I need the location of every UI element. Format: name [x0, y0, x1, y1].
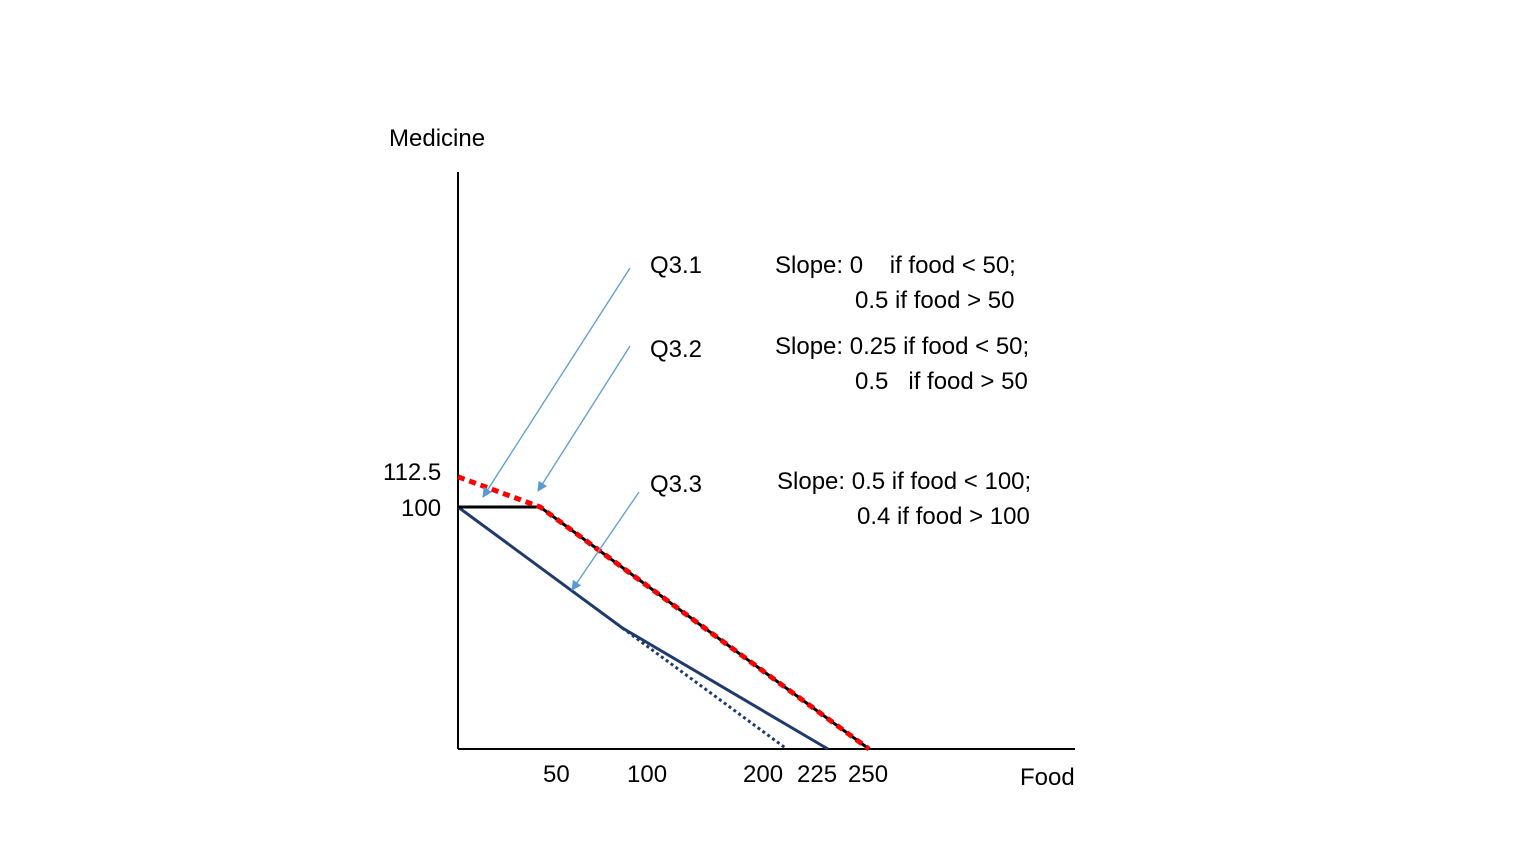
y-axis-label: Medicine [389, 125, 485, 152]
q3-1-slope-line-2: 0.5 if food > 50 [855, 287, 1014, 314]
q3-3-label: Q3.3 [650, 471, 702, 498]
x-tick-label: 50 [543, 761, 570, 788]
y-tick-label: 112.5 [383, 459, 441, 486]
x-tick-label: 200 [743, 761, 783, 788]
q3-1-budget-line [458, 505, 870, 751]
q3-3-slope-line-2: 0.4 if food > 100 [857, 503, 1030, 530]
q3-3-budget-line [457, 505, 829, 751]
x-tick-label: 250 [848, 761, 888, 788]
q3-3-arrow [571, 491, 640, 591]
q3-2-budget-line [457, 474, 871, 752]
q3-2-label: Q3.2 [650, 336, 702, 363]
q3-1-label: Q3.1 [650, 252, 702, 279]
q3-1-slope-line-1: Slope: 0 if food < 50; [775, 252, 1016, 279]
x-tick-label: 225 [797, 761, 837, 788]
q3-2-arrow [537, 345, 631, 492]
q3-3-dotted-extension [621, 626, 788, 751]
q3-2-slope-line-2: 0.5 if food > 50 [855, 368, 1028, 395]
y-tick-label: 100 [401, 495, 441, 522]
x-tick-label: 100 [627, 761, 667, 788]
q3-1-arrow [482, 267, 631, 498]
x-axis-label: Food [1020, 764, 1075, 791]
q3-2-slope-line-1: Slope: 0.25 if food < 50; [775, 333, 1029, 360]
q3-3-slope-line-1: Slope: 0.5 if food < 100; [777, 468, 1031, 495]
